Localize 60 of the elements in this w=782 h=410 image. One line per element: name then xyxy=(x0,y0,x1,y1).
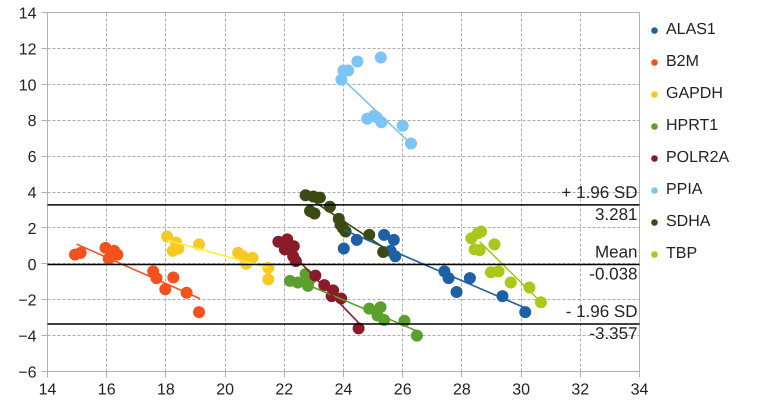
legend-label: PPIA xyxy=(666,181,702,199)
y-tick-label: −4 xyxy=(18,328,37,346)
legend-label: B2M xyxy=(666,53,699,71)
point xyxy=(288,240,300,252)
y-tick-label: 2 xyxy=(28,220,37,238)
point xyxy=(450,286,463,298)
ref-line-label: + 1.96 SD 3.281 xyxy=(561,182,638,224)
legend-label: TBP xyxy=(666,245,698,263)
point xyxy=(404,138,417,150)
y-tick-label: 6 xyxy=(28,149,37,166)
legend-label: ALAS1 xyxy=(666,21,716,39)
point xyxy=(374,52,387,64)
x-tick-label: 34 xyxy=(630,382,648,398)
point xyxy=(375,116,388,128)
point xyxy=(464,272,476,284)
x-tick-label: 30 xyxy=(512,382,530,398)
point xyxy=(161,230,174,243)
ref-line-label: Mean -0.038 xyxy=(589,242,638,284)
y-tick-label: 0 xyxy=(28,256,37,274)
point xyxy=(410,330,423,342)
x-tick-label: 20 xyxy=(216,382,234,398)
x-tick-label: 26 xyxy=(394,382,412,398)
point xyxy=(519,306,532,318)
x-tick-label: 18 xyxy=(157,382,175,398)
point xyxy=(167,271,180,284)
legend-label: POLR2A xyxy=(666,149,730,167)
y-tick-label: 4 xyxy=(28,185,37,202)
point xyxy=(246,252,259,264)
point xyxy=(488,238,500,250)
x-tick-label: 28 xyxy=(453,382,471,398)
point xyxy=(262,273,274,286)
point xyxy=(351,56,364,68)
y-tick-label: 8 xyxy=(28,113,37,130)
x-tick-label: 14 xyxy=(38,382,56,398)
point xyxy=(475,226,488,238)
point xyxy=(504,276,517,288)
point xyxy=(74,246,87,259)
x-tick-label: 22 xyxy=(275,382,294,398)
point xyxy=(396,120,409,132)
ref-line-label: - 1.96 SD -3.357 xyxy=(566,302,638,344)
y-tick-label: 12 xyxy=(18,41,37,58)
legend-label: SDHA xyxy=(666,213,710,231)
x-tick-label: 32 xyxy=(571,382,590,398)
point xyxy=(308,208,320,220)
point xyxy=(534,296,547,308)
y-tick-label: −6 xyxy=(18,364,37,382)
y-tick-label: −2 xyxy=(18,292,37,310)
point xyxy=(378,228,390,241)
legend-label: HPRT1 xyxy=(666,117,718,135)
x-tick-label: 24 xyxy=(334,382,352,398)
y-tick-label: 14 xyxy=(18,6,37,22)
x-tick-label: 16 xyxy=(98,382,116,398)
point xyxy=(292,276,304,288)
point xyxy=(193,306,206,318)
point xyxy=(388,234,400,246)
point xyxy=(492,265,505,278)
point xyxy=(338,242,350,255)
point xyxy=(159,283,172,296)
legend-label: GAPDH xyxy=(666,85,723,103)
y-tick-label: 10 xyxy=(18,77,37,94)
